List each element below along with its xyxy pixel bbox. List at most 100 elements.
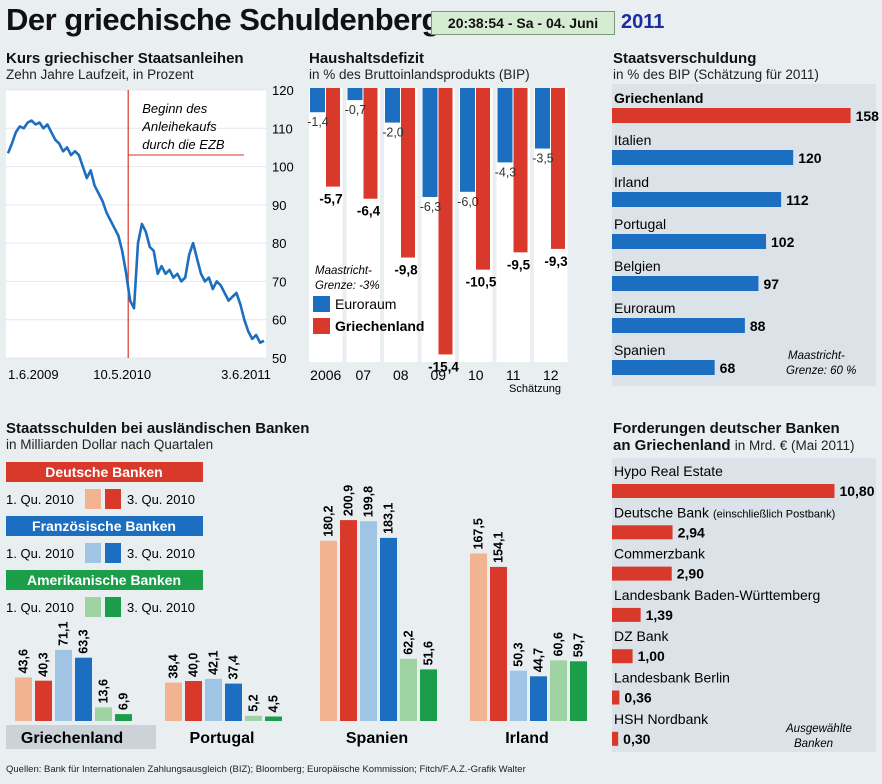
claims-bar (612, 607, 641, 622)
euroraum-bar (497, 88, 513, 163)
bank-exposure-label: 4,5 (267, 695, 281, 712)
bank-exposure-label: 51,6 (422, 641, 436, 665)
bond-chart-title: Kurs griechischer Staatsanleihen (6, 50, 244, 67)
debt-chart-subtitle: in % des BIP (Schätzung für 2011) (613, 67, 819, 82)
claims-panel-bg (612, 458, 876, 752)
debt-value-label: 158 (856, 108, 880, 124)
debt-country-label: Euroraum (614, 300, 675, 316)
deficit-bar-chart: 2006 07 08 09 10 11 12 -1,4 -5,7 -0,7 -6,4 -2,0 -9,8… (307, 88, 568, 395)
bank-exposure-bar (400, 658, 417, 721)
legend-q1-label: 1. Qu. 2010 (6, 492, 74, 507)
claims-bank-label: Commerzbank (614, 546, 706, 562)
deficit-chart-title: Haushaltsdefizit (309, 50, 425, 67)
claims-value-label: 1,39 (646, 607, 673, 623)
bank-exposure-bar (115, 714, 132, 721)
debt-bar (612, 150, 794, 165)
claims-value-label: 2,90 (677, 566, 704, 582)
claims-bar (612, 690, 620, 705)
deficit-year-label: 10 (468, 367, 484, 383)
bank-exposure-label: 183,1 (382, 503, 396, 534)
bank-exposure-label: 5,2 (247, 694, 261, 711)
bank-exposure-label: 71,1 (57, 622, 71, 646)
legend-q3-swatch (105, 489, 121, 509)
legend-q1-swatch (85, 543, 101, 563)
legend-q3-label: 3. Qu. 2010 (127, 546, 195, 561)
euroraum-value-label: -3,5 (532, 152, 554, 166)
legend-euroraum-label: Euroraum (335, 296, 396, 312)
griechenland-bar (513, 88, 528, 253)
legend-bank-header (6, 516, 203, 536)
ezb-annotation-text: Anleihekaufs (141, 119, 217, 134)
claims-bar (612, 566, 672, 581)
debt-bar (612, 360, 715, 375)
bank-exposure-bar (75, 657, 92, 721)
euroraum-bar (347, 88, 363, 101)
griechenland-value-label: -15,4 (428, 359, 459, 374)
bank-exposure-bar (165, 682, 182, 721)
debt-maastricht-note-line1: Maastricht- (788, 350, 845, 362)
deficit-year-label: 2006 (310, 367, 341, 383)
debt-bar-chart: Griechenland 158 Italien 120 Irland 112 Portug… (612, 84, 880, 386)
claims-note-line1: Ausgewählte (785, 723, 852, 735)
bank-exposure-bar (380, 537, 397, 721)
deficit-year-label: 08 (393, 367, 409, 383)
bank-exposure-bar (470, 553, 487, 721)
year-label: 2011 (621, 11, 665, 33)
griechenland-bar (438, 88, 453, 355)
debt-bar (612, 234, 767, 249)
debt-country-label: Belgien (614, 258, 661, 274)
euroraum-value-label: -6,3 (420, 200, 442, 214)
bank-exposure-bar (245, 715, 262, 721)
claims-value-label: 10,80 (839, 483, 874, 499)
claims-bar (612, 525, 673, 540)
bond-ytick-label: 100 (272, 160, 294, 175)
claims-subtitle-bold: an Griechenland (613, 437, 731, 454)
bank-exposure-bar (360, 521, 377, 721)
griechenland-value-label: -9,8 (394, 263, 418, 278)
euroraum-value-label: -6,0 (457, 195, 479, 209)
legend-bank-header (6, 570, 203, 590)
griechenland-bar (401, 88, 415, 258)
griechenland-bar (326, 88, 340, 187)
bank-exposure-label: 200,9 (342, 485, 356, 516)
bank-exposure-bar (320, 540, 337, 721)
griechenland-value-label: -10,5 (466, 275, 497, 290)
bank-exposure-bar (340, 520, 357, 721)
legend-q1-swatch (85, 489, 101, 509)
deficit-chart-subtitle: in % des Bruttoinlandsprodukts (BIP) (309, 67, 530, 82)
claims-bank-label: Hypo Real Estate (614, 463, 723, 479)
bank-country-label: Spanien (346, 730, 408, 747)
bank-exposure-label: 154,1 (492, 532, 506, 563)
bank-exposure-bar (15, 677, 32, 721)
claims-note-line2: Banken (794, 738, 833, 750)
clock-display: 20:38:54 - Sa - 04. Juni (431, 11, 615, 35)
bank-exposure-label: 62,2 (402, 630, 416, 654)
legend-q3-label: 3. Qu. 2010 (127, 492, 195, 507)
deficit-estimate-note: Schätzung (509, 383, 561, 395)
euroraum-bar (310, 88, 325, 113)
debt-bar (612, 192, 782, 207)
debt-value-label: 102 (771, 234, 795, 250)
legend-griechenland-swatch (313, 318, 330, 334)
banks-chart-subtitle: in Milliarden Dollar nach Quartalen (6, 437, 214, 452)
bank-exposure-bar (530, 676, 547, 721)
griechenland-value-label: -5,7 (319, 192, 342, 207)
bank-exposure-bar (420, 669, 437, 721)
euroraum-value-label: -1,4 (307, 115, 329, 129)
claims-value-label: 0,36 (624, 690, 651, 706)
claims-chart-title: Forderungen deutscher Banken (613, 420, 840, 437)
legend-q1-label: 1. Qu. 2010 (6, 600, 74, 615)
euroraum-bar (460, 88, 475, 192)
euroraum-value-label: -4,3 (495, 165, 517, 179)
bank-exposure-bar (510, 670, 527, 721)
claims-bank-label: HSH Nordbank (614, 711, 709, 727)
bank-exposure-bar (570, 661, 587, 721)
claims-bank-note: (einschließlich Postbank) (713, 508, 835, 520)
claims-bar (612, 649, 633, 664)
bank-exposure-label: 180,2 (322, 505, 336, 536)
legend-bank-name: Französische Banken (32, 518, 176, 534)
bank-exposure-label: 60,6 (552, 632, 566, 656)
banks-bar-chart: Deutsche Banken 1. Qu. 2010 3. Qu. 2010 Fra… (6, 462, 587, 749)
bank-exposure-label: 6,9 (117, 693, 131, 710)
maastricht-note-line2: Grenze: -3% (315, 280, 380, 292)
